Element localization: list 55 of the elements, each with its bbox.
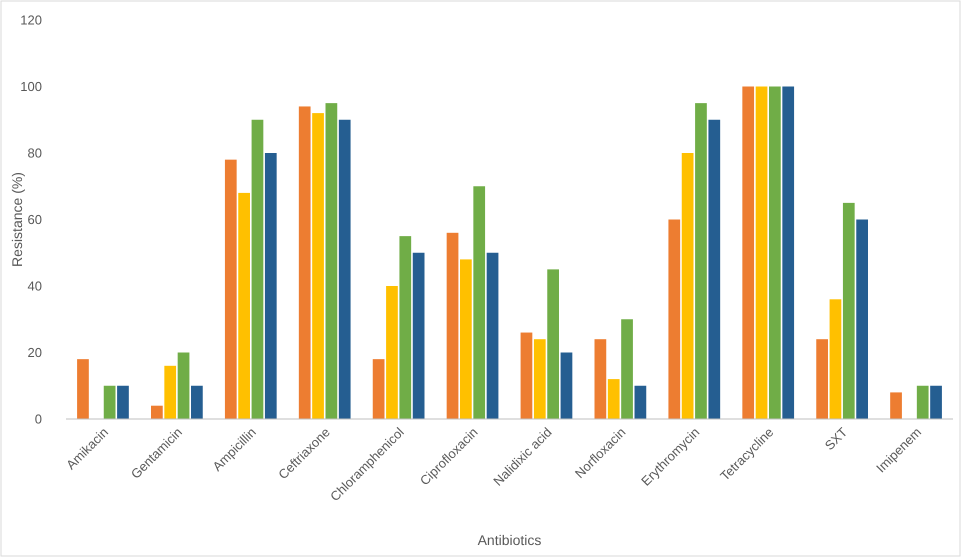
bar bbox=[326, 103, 338, 419]
bar bbox=[594, 339, 606, 419]
bar bbox=[742, 86, 754, 419]
bar bbox=[104, 386, 116, 419]
y-tick-label: 120 bbox=[20, 12, 42, 28]
bar bbox=[930, 386, 942, 419]
bar bbox=[830, 299, 842, 419]
bar bbox=[668, 220, 680, 419]
bar bbox=[682, 153, 694, 419]
bar bbox=[634, 386, 646, 419]
bar bbox=[77, 359, 89, 419]
bar bbox=[842, 202, 855, 419]
y-tick-label: 100 bbox=[20, 79, 42, 94]
bar bbox=[386, 286, 398, 419]
bar bbox=[238, 192, 250, 419]
y-tick-label: 60 bbox=[28, 212, 42, 228]
bar bbox=[534, 339, 546, 419]
bar bbox=[520, 332, 532, 419]
bar bbox=[446, 232, 458, 419]
bar bbox=[890, 392, 902, 419]
bar bbox=[916, 386, 929, 419]
bar bbox=[695, 103, 707, 419]
bar bbox=[252, 120, 264, 419]
bar bbox=[264, 153, 277, 419]
bar bbox=[756, 86, 768, 419]
y-tick-label: 20 bbox=[28, 345, 42, 360]
bar bbox=[224, 160, 237, 419]
y-tick-label: 40 bbox=[28, 278, 42, 294]
bar bbox=[298, 106, 311, 419]
bar bbox=[708, 120, 720, 419]
bar bbox=[621, 319, 633, 419]
y-tick-label: 80 bbox=[28, 146, 42, 161]
bar bbox=[191, 386, 203, 419]
bar bbox=[782, 86, 794, 419]
bar bbox=[178, 352, 190, 419]
bar bbox=[312, 113, 324, 419]
bar bbox=[151, 406, 163, 419]
bar bbox=[486, 252, 498, 419]
x-axis-title: Antibiotics bbox=[478, 532, 542, 548]
y-axis-title: Resistance (%) bbox=[9, 172, 25, 267]
bar bbox=[473, 186, 486, 419]
bar bbox=[338, 120, 351, 419]
y-tick-label: 0 bbox=[34, 412, 42, 427]
bar bbox=[816, 339, 828, 419]
bar bbox=[769, 86, 781, 419]
bar bbox=[399, 236, 412, 419]
bar bbox=[608, 379, 620, 419]
bar bbox=[117, 386, 129, 419]
bar bbox=[164, 366, 176, 419]
bar bbox=[460, 259, 472, 419]
bar bbox=[856, 220, 868, 419]
bar bbox=[412, 252, 424, 419]
bar bbox=[547, 269, 559, 419]
bar bbox=[560, 352, 572, 419]
bar bbox=[372, 359, 384, 419]
